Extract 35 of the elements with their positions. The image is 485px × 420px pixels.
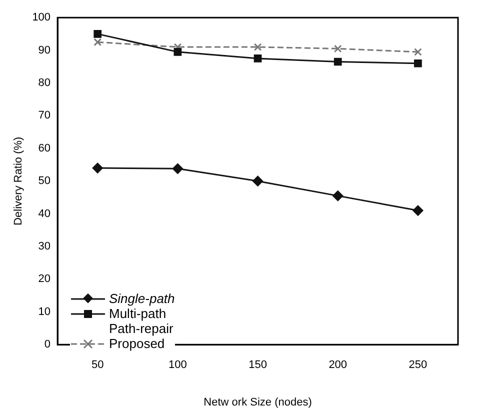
y-tick-label: 60	[38, 142, 51, 154]
point	[94, 38, 102, 46]
y-tick-label: 40	[38, 208, 51, 220]
point	[172, 163, 183, 174]
y-tick-label: 90	[38, 44, 51, 56]
point	[334, 44, 342, 53]
y-axis-title: Delivery Ratio (%)	[12, 136, 25, 226]
point	[414, 59, 422, 68]
point	[92, 162, 103, 174]
legend-label: Single-path	[109, 291, 175, 306]
point	[252, 176, 264, 186]
x-tick-label: 50	[91, 359, 104, 372]
point	[412, 205, 424, 216]
legend-label: Proposed	[109, 336, 165, 351]
y-tick-label: 80	[38, 77, 51, 90]
y-tick-label: 70	[38, 110, 51, 122]
y-tick-label: 20	[38, 273, 51, 286]
point	[254, 43, 262, 51]
point	[414, 48, 422, 56]
point	[174, 48, 182, 56]
y-tick-label: 100	[32, 12, 51, 24]
point	[254, 54, 262, 62]
y-tick-label: 0	[44, 338, 51, 351]
point	[334, 58, 342, 66]
y-tick-label: 30	[38, 240, 51, 253]
point	[94, 30, 102, 38]
x-tick-label: 100	[168, 359, 187, 372]
x-axis-title: Netw ork Size (nodes)	[204, 396, 312, 408]
y-tick-label: 50	[38, 175, 51, 188]
y-tick-label: 10	[38, 306, 51, 318]
point	[332, 190, 344, 202]
x-tick-label: 250	[408, 359, 428, 372]
x-tick-label: 150	[248, 359, 267, 372]
x-tick-label: 200	[328, 359, 348, 372]
legend-label: Multi-path Path-repair	[109, 306, 174, 336]
